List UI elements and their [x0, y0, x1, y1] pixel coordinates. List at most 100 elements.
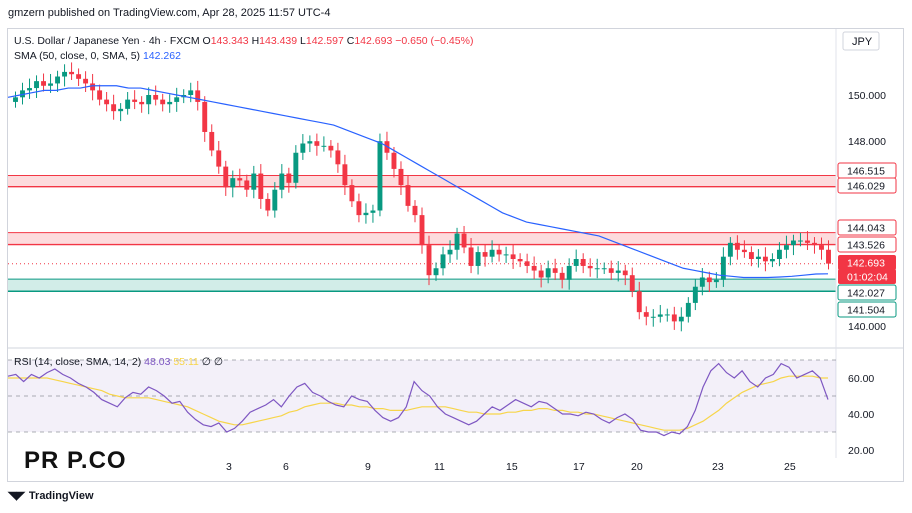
candle-body — [223, 166, 229, 188]
candle-body — [727, 242, 733, 257]
candle-body — [720, 256, 726, 280]
candle-body — [664, 314, 670, 316]
candle-body — [573, 259, 579, 266]
candle-body — [307, 141, 313, 144]
candle-body — [69, 71, 75, 75]
candle-body — [111, 104, 117, 112]
candle-body — [671, 314, 677, 322]
price-tag-label: 01:02:04 — [847, 272, 888, 284]
candle-body — [461, 233, 467, 248]
candle-body — [251, 173, 257, 190]
tradingview-brand[interactable]: ◥◤ TradingView — [8, 489, 94, 503]
candle-body — [601, 268, 607, 270]
candle-body — [118, 108, 124, 112]
candle-body — [195, 90, 201, 102]
candle-body — [783, 245, 789, 250]
candle-body — [440, 254, 446, 269]
candle-body — [805, 240, 810, 243]
candle-body — [791, 240, 796, 246]
date-label: 23 — [712, 461, 724, 473]
candle-body — [538, 270, 544, 278]
candle-body — [237, 178, 243, 181]
candle-body — [629, 275, 635, 292]
candle-body — [657, 314, 663, 317]
candle-body — [608, 268, 614, 273]
candle-body — [545, 268, 551, 278]
brand-label: TradingView — [28, 489, 94, 502]
candle-body — [615, 270, 621, 273]
candle-body — [517, 259, 523, 262]
candle-body — [41, 81, 46, 86]
candle-body — [741, 249, 747, 253]
rsi-ma-line — [8, 375, 828, 431]
price-axis-label: 140.000 — [848, 321, 886, 333]
candle-body — [524, 261, 530, 266]
price-tag — [838, 269, 896, 284]
price-tag — [837, 219, 897, 236]
zone-support-2 — [8, 279, 836, 292]
candle-body — [55, 76, 61, 84]
price-tag-label: 144.043 — [847, 223, 885, 235]
candle-body — [819, 245, 824, 250]
date-label: 15 — [506, 461, 518, 473]
price-tag-label: 146.029 — [847, 181, 885, 193]
candle-body — [566, 265, 572, 280]
candle-body — [419, 215, 425, 246]
candle-body — [328, 145, 334, 151]
legend-rsi: RSI (14, close, SMA, 14, 2) 48.03 55.11 … — [14, 356, 223, 368]
candle-body — [209, 131, 215, 151]
price-tag — [837, 284, 897, 301]
candle-body — [692, 286, 698, 303]
date-label: 25 — [784, 461, 796, 473]
candle-body — [475, 252, 481, 266]
price-tag — [838, 255, 896, 270]
candle-body — [335, 150, 341, 165]
candle-body — [321, 145, 327, 147]
price-tag — [837, 177, 897, 194]
candle-body — [468, 247, 474, 266]
candle-body — [370, 210, 376, 213]
candle-body — [650, 316, 656, 318]
publish-info: gmzern published on TradingView.com, Apr… — [8, 7, 331, 19]
candle-body — [762, 256, 768, 262]
legend-sma: SMA (50, close, 0, SMA, 5) 142.262 — [14, 50, 181, 62]
candle-body — [699, 277, 705, 287]
price-tag-label: 146.515 — [847, 166, 885, 178]
currency-label: JPY — [852, 36, 873, 48]
candle-body — [552, 268, 558, 273]
rsi-axis-label: 60.00 — [848, 373, 874, 385]
candle-body — [503, 254, 509, 256]
price-tag-label: 142.693 — [847, 258, 885, 270]
sma-line — [7, 85, 829, 279]
candle-body — [454, 233, 460, 250]
candle-body — [531, 265, 537, 271]
rsi-band — [8, 360, 836, 432]
chart-frame[interactable] — [7, 28, 904, 482]
tradingview-icon: ◥◤ — [8, 490, 25, 502]
candle-body — [643, 312, 649, 317]
candle-body — [146, 95, 152, 105]
candle-body — [734, 242, 740, 250]
candle-body — [272, 189, 278, 211]
candle-body — [489, 249, 495, 257]
candle-body — [482, 252, 488, 257]
candle-body — [496, 249, 502, 255]
candle-body — [293, 152, 299, 183]
candle-body — [398, 168, 404, 186]
candle-body — [279, 173, 285, 190]
price-axis-label: 148.000 — [848, 136, 886, 148]
rsi-axis-label: 20.00 — [848, 445, 874, 457]
date-label: 3 — [226, 461, 232, 473]
candle-body — [426, 245, 432, 276]
candle-body — [258, 173, 264, 199]
candle-body — [391, 152, 397, 169]
price-tag-label: 143.526 — [847, 240, 885, 252]
date-label: 9 — [365, 461, 371, 473]
candle-body — [265, 198, 271, 211]
currency-box — [842, 31, 880, 51]
price-tag-label: 141.504 — [847, 305, 885, 317]
candle-body — [216, 150, 222, 167]
price-axis-label: 150.000 — [848, 90, 886, 102]
candle-body — [27, 88, 32, 91]
